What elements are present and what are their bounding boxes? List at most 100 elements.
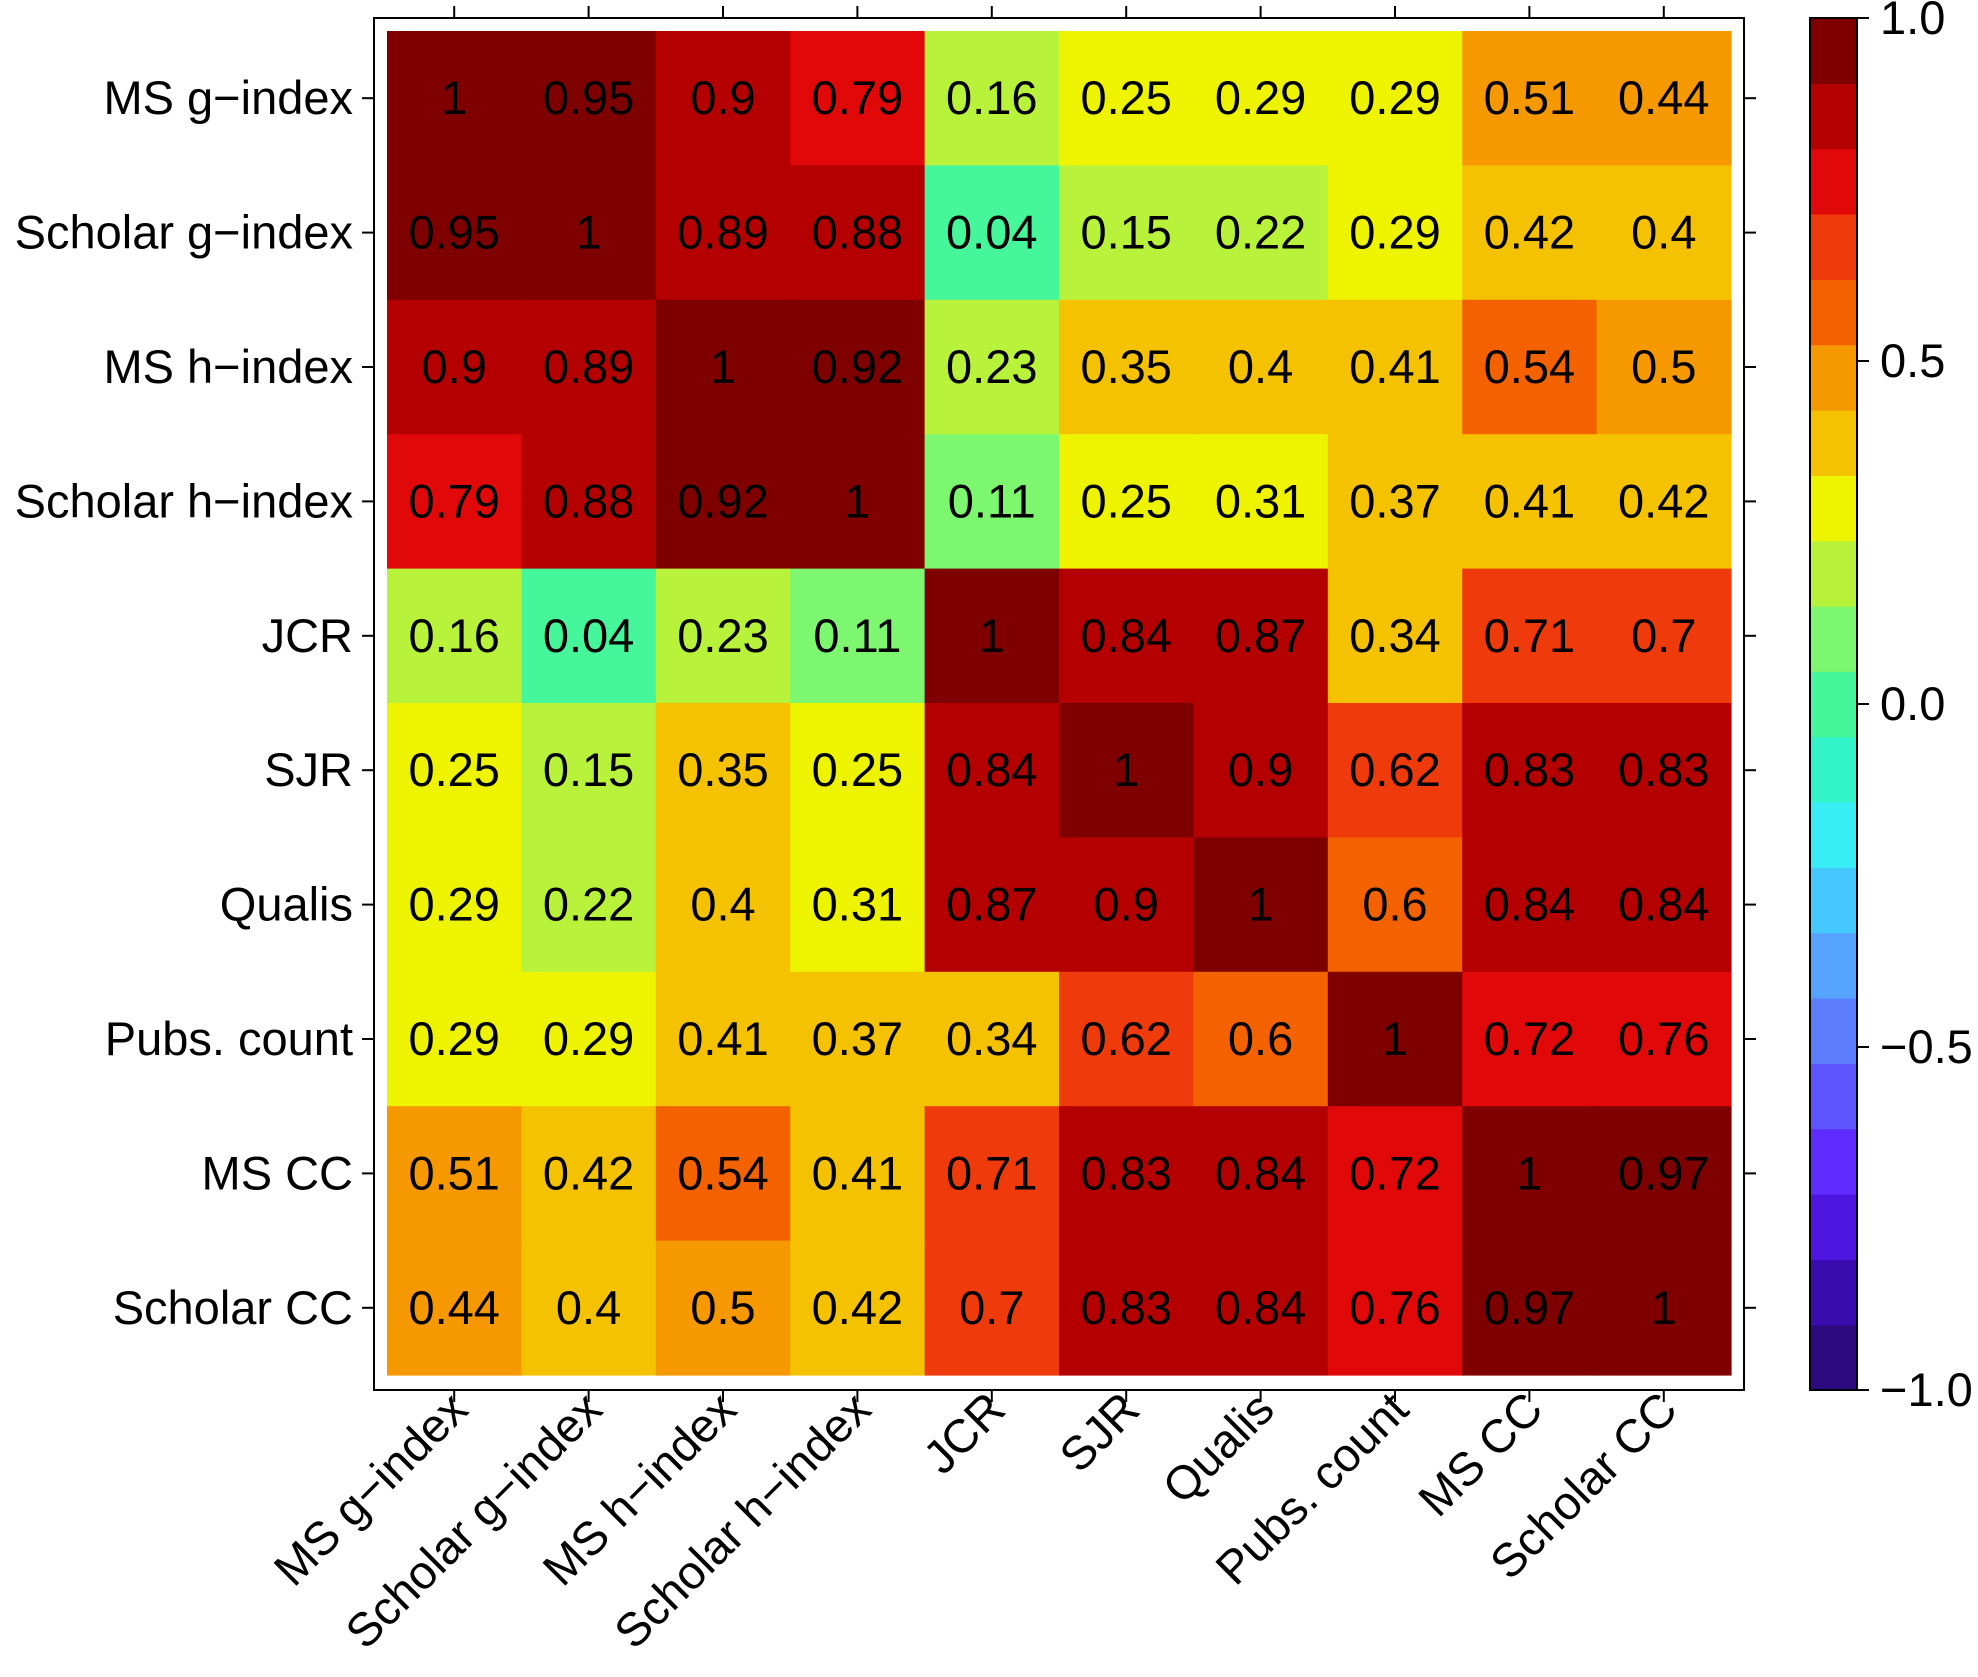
cell-value-r1-c8: 0.42 — [1484, 206, 1575, 259]
y-tick-label-4: JCR — [262, 609, 353, 662]
cell-value-r3-c7: 0.37 — [1349, 474, 1440, 527]
cell-value-r0-c4: 0.16 — [946, 71, 1037, 124]
heatmap-cell-r5-c6 — [1193, 703, 1329, 838]
heatmap-cell-r6-c1 — [521, 837, 657, 973]
cell-value-r5-c1: 0.15 — [543, 743, 634, 796]
cell-value-r9-c1: 0.4 — [556, 1281, 621, 1334]
heatmap-cell-r2-c6 — [1193, 299, 1329, 435]
y-tick-label-7: Pubs. count — [105, 1012, 353, 1065]
cell-value-r8-c1: 0.42 — [543, 1146, 634, 1199]
cell-value-r0-c9: 0.44 — [1618, 71, 1709, 124]
heatmap-cell-r5-c7 — [1327, 703, 1463, 838]
x-tick-label-6: Qualis — [1152, 1382, 1284, 1514]
heatmap-cell-r4-c9 — [1596, 568, 1732, 704]
cell-value-r0-c1: 0.95 — [543, 71, 634, 124]
cell-value-r9-c5: 0.83 — [1080, 1281, 1171, 1334]
cell-value-r6-c6: 1 — [1248, 878, 1274, 931]
cell-value-r5-c7: 0.62 — [1349, 743, 1440, 796]
heatmap-cell-r2-c0 — [387, 299, 522, 435]
heatmap-cell-r0-c4 — [924, 31, 1060, 166]
heatmap-cell-r7-c0 — [387, 971, 522, 1107]
cell-value-r4-c2: 0.23 — [677, 609, 768, 662]
heatmap-cell-r1-c8 — [1462, 165, 1598, 301]
heatmap-cell-r1-c2 — [655, 165, 791, 301]
heatmap-cell-r6-c5 — [1059, 837, 1194, 973]
cell-value-r0-c7: 0.29 — [1349, 71, 1440, 124]
cell-value-r2-c0: 0.9 — [422, 340, 487, 393]
heatmap-cell-r0-c7 — [1327, 31, 1463, 166]
cell-value-r7-c9: 0.76 — [1618, 1012, 1709, 1065]
y-tick-label-8: MS CC — [202, 1146, 353, 1199]
colorbar-band-6 — [1810, 932, 1857, 999]
cell-value-r7-c5: 0.62 — [1080, 1012, 1171, 1065]
cell-value-r9-c7: 0.76 — [1349, 1281, 1440, 1334]
cell-value-r2-c2: 1 — [710, 340, 736, 393]
cell-value-r0-c0: 1 — [441, 71, 467, 124]
heatmap-cell-r7-c5 — [1059, 971, 1194, 1107]
heatmap-cell-r2-c7 — [1327, 299, 1463, 435]
heatmap-cell-r2-c5 — [1059, 299, 1194, 435]
cell-value-r3-c3: 1 — [844, 474, 870, 527]
colorbar-tick-label-0: 1.0 — [1880, 0, 1945, 44]
heatmap-cell-r9-c3 — [790, 1240, 926, 1376]
heatmap-cell-r9-c9 — [1596, 1240, 1732, 1376]
heatmap-cell-r0-c9 — [1596, 31, 1732, 166]
colorbar-band-11 — [1810, 606, 1857, 672]
heatmap-cell-r5-c5 — [1059, 703, 1194, 838]
cell-value-r2-c7: 0.41 — [1349, 340, 1440, 393]
heatmap-cell-r1-c6 — [1193, 165, 1329, 301]
cell-value-r3-c4: 0.11 — [948, 474, 1036, 527]
cell-value-r7-c2: 0.41 — [677, 1012, 768, 1065]
heatmap-cell-r3-c8 — [1462, 434, 1598, 570]
cell-value-r4-c0: 0.16 — [408, 609, 499, 662]
colorbar-band-0 — [1810, 1324, 1857, 1391]
heatmap-cell-r9-c6 — [1193, 1240, 1329, 1376]
cell-value-r3-c8: 0.41 — [1484, 474, 1575, 527]
heatmap-cell-r8-c5 — [1059, 1106, 1194, 1242]
colorbar-band-16 — [1810, 279, 1857, 346]
heatmap-cell-r4-c3 — [790, 568, 926, 704]
colorbar-band-14 — [1810, 410, 1857, 476]
cell-value-r0-c3: 0.79 — [812, 71, 903, 124]
cell-value-r5-c5: 1 — [1113, 743, 1139, 796]
heatmap-cell-r3-c2 — [655, 434, 791, 570]
heatmap-cell-r5-c8 — [1462, 703, 1598, 838]
cell-value-r4-c5: 0.84 — [1080, 609, 1171, 662]
cell-value-r5-c0: 0.25 — [408, 743, 499, 796]
heatmap-cell-r0-c5 — [1059, 31, 1194, 166]
heatmap-cell-r0-c6 — [1193, 31, 1329, 166]
cell-value-r4-c7: 0.34 — [1349, 609, 1440, 662]
cell-value-r1-c7: 0.29 — [1349, 206, 1440, 259]
heatmap-cell-r3-c0 — [387, 434, 522, 570]
heatmap-cell-r7-c7 — [1327, 971, 1463, 1107]
colorbar-band-19 — [1810, 83, 1857, 150]
cell-value-r4-c6: 0.87 — [1215, 609, 1306, 662]
cell-value-r6-c8: 0.84 — [1484, 878, 1575, 931]
heatmap-cell-r1-c1 — [521, 165, 657, 301]
cell-value-r9-c2: 0.5 — [690, 1281, 755, 1334]
cell-value-r0-c5: 0.25 — [1080, 71, 1171, 124]
axis-ticks — [362, 6, 1756, 1402]
heatmap-cell-r8-c3 — [790, 1106, 926, 1242]
colorbar-band-18 — [1810, 148, 1857, 215]
colorbar-band-15 — [1810, 344, 1857, 411]
colorbar-tick-labels: 1.0 0.5 0.0 −0.5 −1.0 — [1880, 0, 1973, 1416]
heatmap-cell-r6-c8 — [1462, 837, 1598, 973]
heatmap-cell-r7-c9 — [1596, 971, 1732, 1107]
heatmap-cell-r5-c9 — [1596, 703, 1732, 838]
colorbar-band-4 — [1810, 1063, 1857, 1130]
cell-value-r0-c6: 0.29 — [1215, 71, 1306, 124]
heatmap-cell-r6-c9 — [1596, 837, 1732, 973]
heatmap-cell-r5-c3 — [790, 703, 926, 838]
cell-value-r2-c6: 0.4 — [1228, 340, 1293, 393]
heatmap-cell-r4-c8 — [1462, 568, 1598, 704]
heatmap-cell-r6-c2 — [655, 837, 791, 973]
heatmap-cell-r9-c5 — [1059, 1240, 1194, 1376]
heatmap-cell-r3-c6 — [1193, 434, 1329, 570]
heatmap-cell-r4-c1 — [521, 568, 657, 704]
cell-value-r7-c3: 0.37 — [812, 1012, 903, 1065]
cell-value-r8-c4: 0.71 — [946, 1146, 1037, 1199]
cell-value-r6-c1: 0.22 — [543, 878, 634, 931]
cell-value-r9-c8: 0.97 — [1484, 1281, 1575, 1334]
heatmap-cell-r3-c5 — [1059, 434, 1194, 570]
